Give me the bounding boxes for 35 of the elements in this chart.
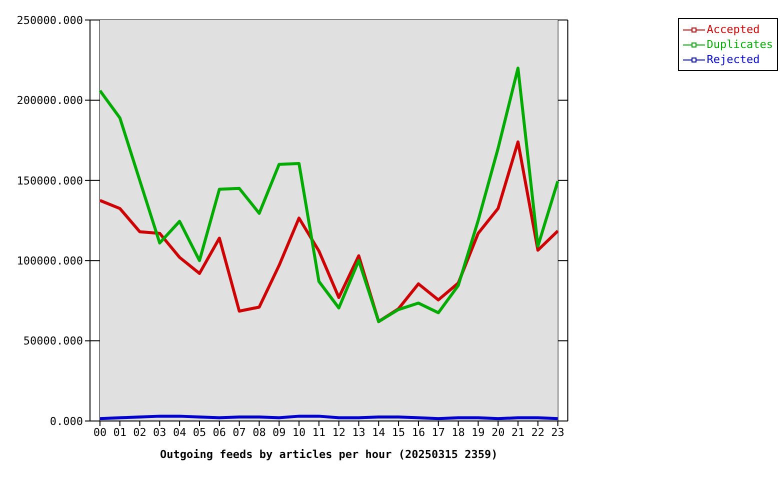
x-tick-label: 15 <box>392 426 406 439</box>
y-tick-label: 100000.000 <box>16 254 83 268</box>
legend-label: Rejected <box>706 52 761 67</box>
x-tick-label: 05 <box>192 426 206 439</box>
x-tick-label: 20 <box>491 426 505 439</box>
y-tick-label: 0.000 <box>50 414 83 428</box>
x-tick-label: 13 <box>352 426 366 439</box>
x-tick-label: 17 <box>432 426 445 439</box>
x-tick-label: 06 <box>212 426 226 439</box>
x-tick-label: 19 <box>472 426 485 439</box>
legend-label: Duplicates <box>706 37 773 52</box>
x-tick-label: 02 <box>133 426 146 439</box>
y-tick-label: 250000.000 <box>16 14 83 27</box>
y-tick-label: 150000.000 <box>16 174 83 188</box>
x-tick-label: 18 <box>452 426 465 439</box>
y-tick-label: 200000.000 <box>16 94 83 108</box>
x-tick-label: 00 <box>93 426 107 439</box>
x-tick-label: 21 <box>511 426 525 439</box>
x-tick-label: 23 <box>551 426 564 439</box>
x-tick-label: 07 <box>232 426 246 439</box>
x-tick-label: 16 <box>412 426 426 439</box>
legend-label: Accepted <box>706 22 761 37</box>
x-axis-title: Outgoing feeds by articles per hour (20250315 2359) <box>160 448 498 461</box>
x-tick-label: 10 <box>292 426 306 439</box>
y-tick-label: 50000.000 <box>23 334 83 348</box>
x-tick-label: 01 <box>113 426 126 439</box>
x-tick-label: 03 <box>153 426 166 439</box>
x-tick-label: 14 <box>372 426 386 439</box>
x-tick-label: 22 <box>531 426 545 439</box>
line-series <box>98 66 560 324</box>
x-tick-label: 09 <box>272 426 286 439</box>
x-tick-label: 12 <box>332 426 346 439</box>
x-tick-label: 11 <box>312 426 326 439</box>
x-tick-label: 04 <box>172 426 187 439</box>
x-tick-label: 08 <box>252 426 266 439</box>
